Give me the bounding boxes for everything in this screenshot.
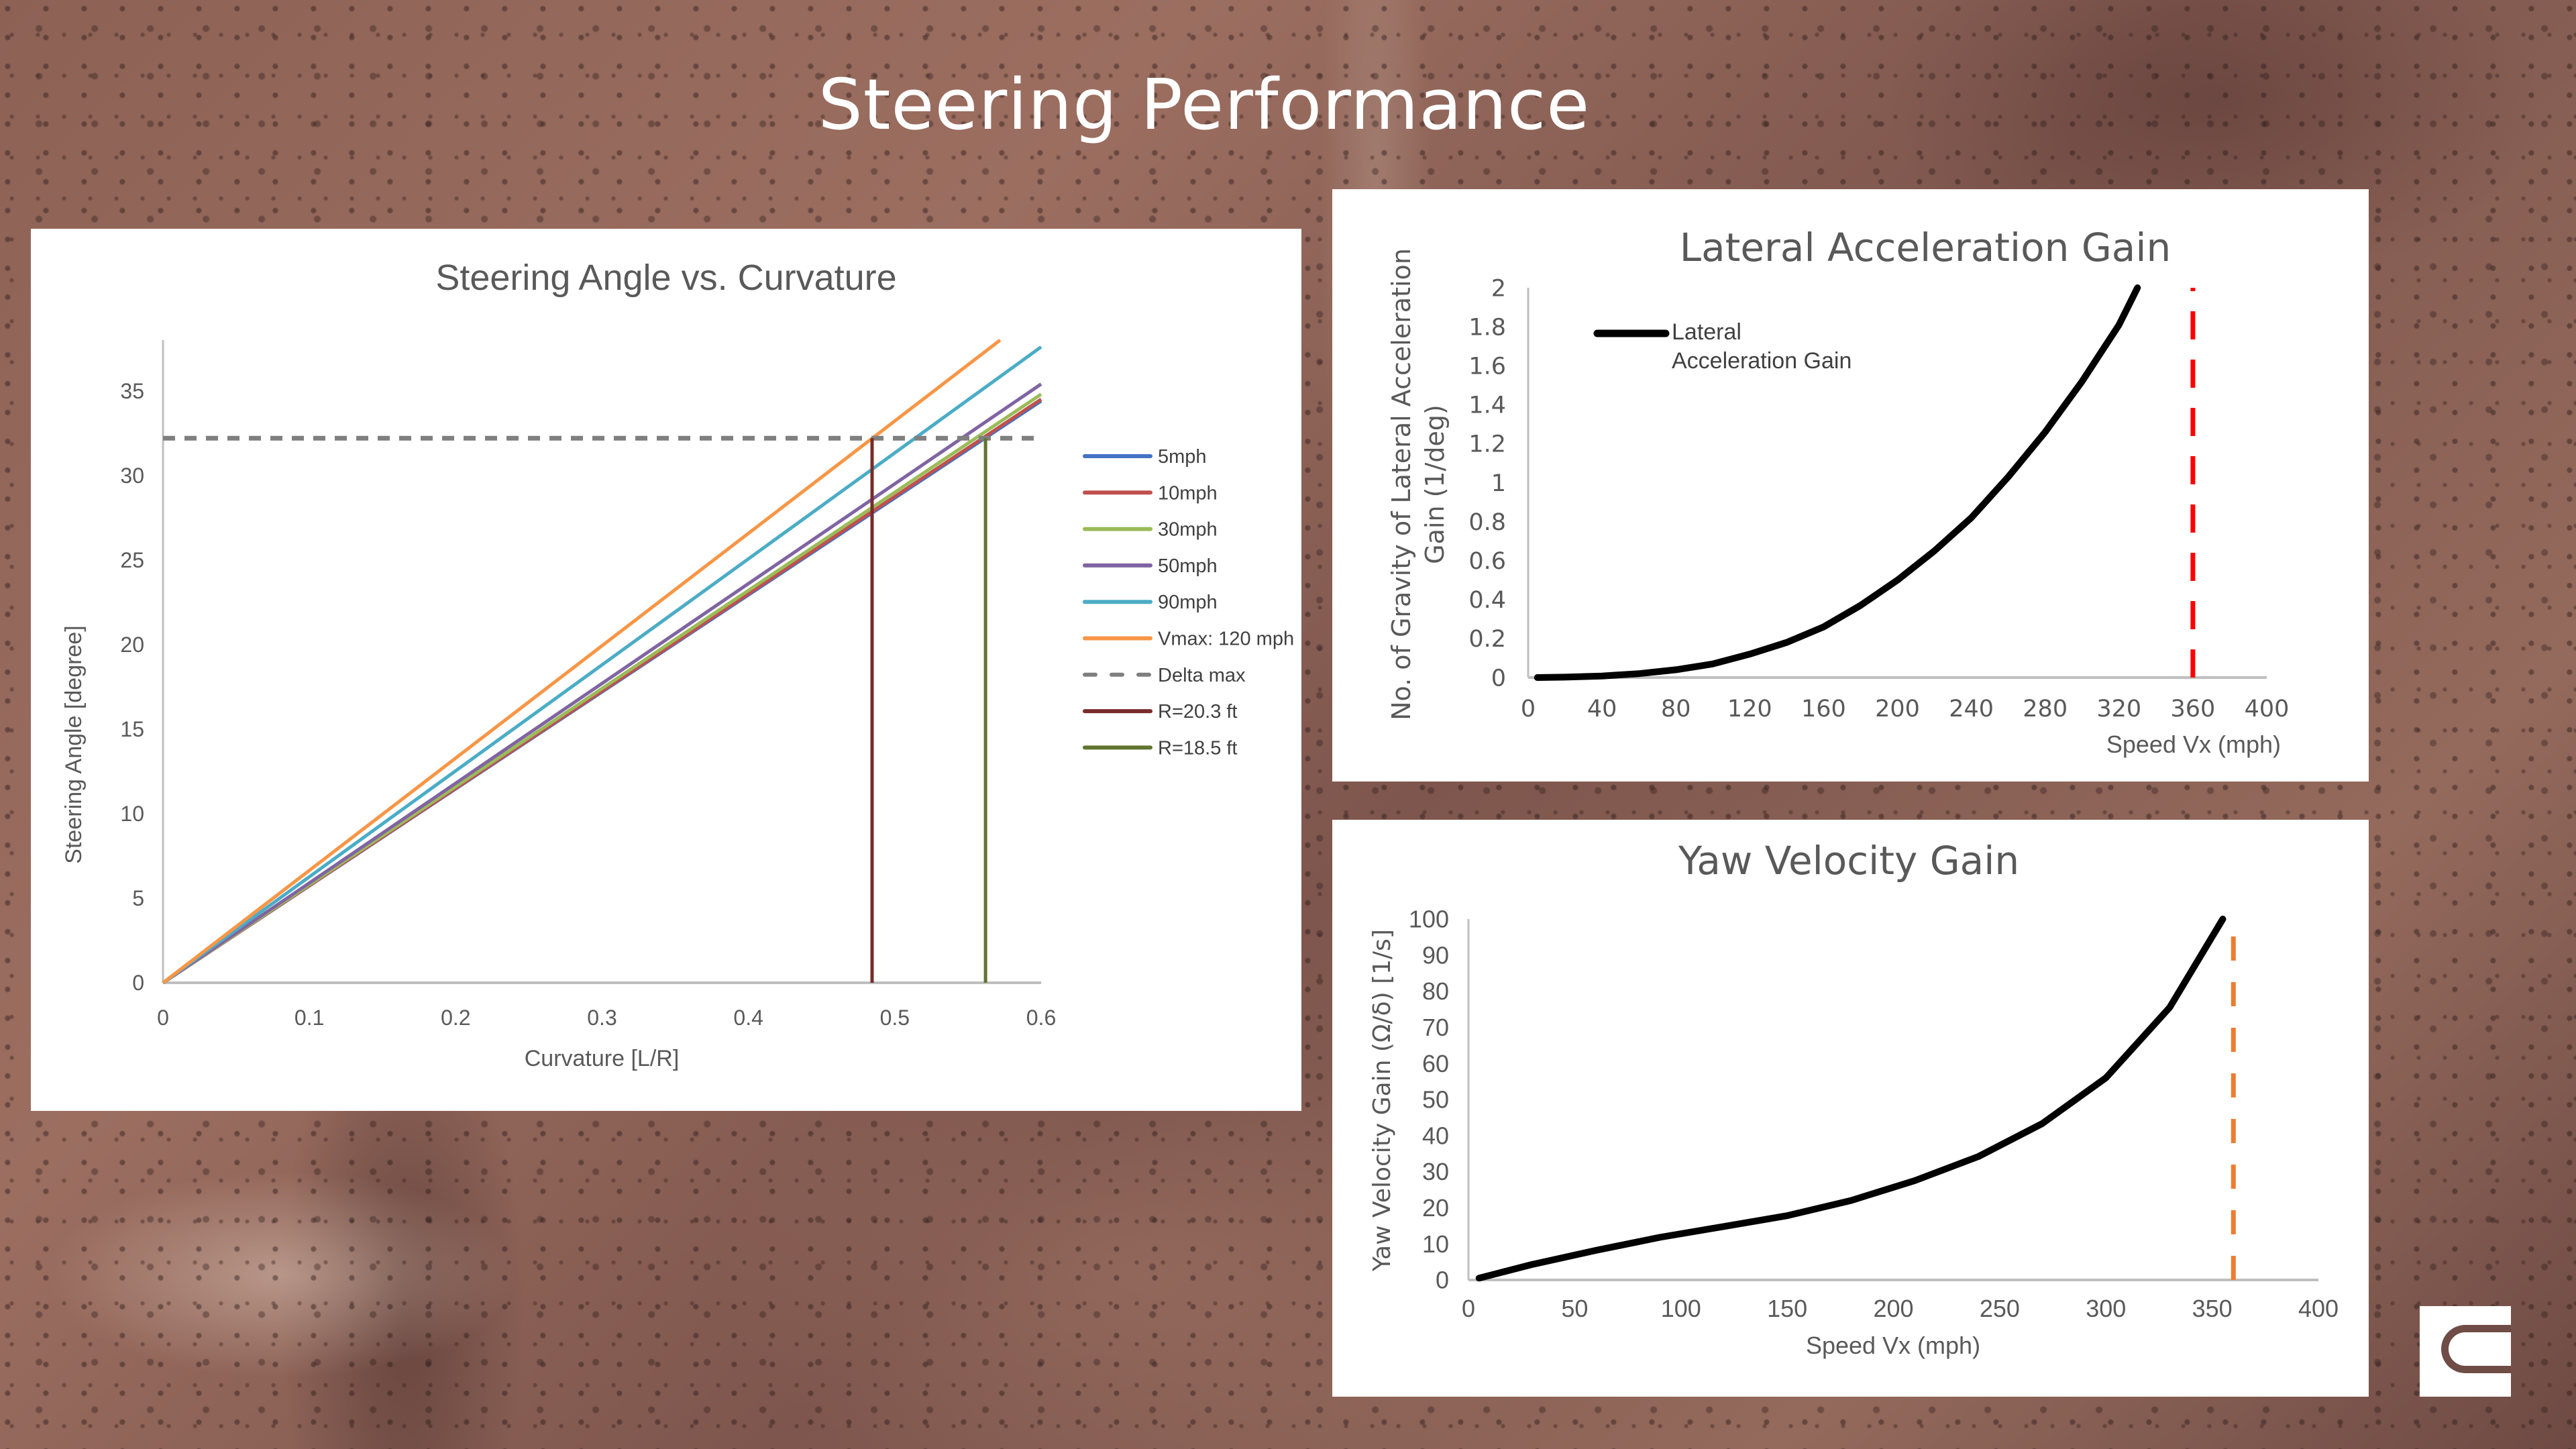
- legend-label-30mph: 30mph: [1158, 519, 1218, 541]
- yaw-velocity-gain-y-tick-label: 60: [1422, 1050, 1449, 1077]
- legend-label-r-20-3-ft: R=20.3 ft: [1158, 701, 1238, 722]
- lateral-acceleration-gain-y-tick-label: 1.8: [1468, 314, 1506, 341]
- steering-angle-y-tick-label: 5: [132, 886, 144, 910]
- c-logo-icon: [2420, 1306, 2511, 1397]
- steering-angle-y-tick-label: 20: [120, 633, 144, 657]
- lateral-acceleration-gain-x-tick-label: 320: [2096, 696, 2141, 722]
- yaw-velocity-gain-y-tick-label: 70: [1422, 1014, 1449, 1041]
- lateral-acceleration-gain-x-tick-label: 360: [2170, 696, 2215, 722]
- legend-label-5mph: 5mph: [1158, 446, 1207, 468]
- steering-angle-x-tick-label: 0.1: [294, 1006, 324, 1030]
- legend-label-10mph: 10mph: [1158, 482, 1218, 504]
- logo-c-glyph: [2441, 1325, 2511, 1373]
- legend-label-90mph: 90mph: [1158, 592, 1218, 613]
- lateral-acceleration-gain-x-tick-label: 240: [1949, 696, 1994, 722]
- lateral-y-axis-title-line1: No. of Gravity of Lateral Acceleration: [1387, 248, 1416, 720]
- yaw-chart-title: Yaw Velocity Gain: [1678, 838, 2019, 883]
- lateral-acceleration-gain-y-tick-label: 0.4: [1468, 587, 1506, 614]
- steering-angle-x-tick-label: 0.6: [1026, 1006, 1056, 1030]
- lateral-legend-label-line2: Acceleration Gain: [1672, 348, 1851, 374]
- lateral-x-axis-title: Speed Vx (mph): [2106, 731, 2281, 758]
- steering-x-axis-title: Curvature [L/R]: [525, 1046, 680, 1071]
- yaw-velocity-gain-y-tick-label: 0: [1436, 1267, 1449, 1294]
- yaw-velocity-gain-y-tick-label: 50: [1422, 1086, 1449, 1114]
- yaw-velocity-gain-x-tick-label: 250: [1980, 1295, 2020, 1322]
- yaw-velocity-gain-y-tick-label: 100: [1409, 906, 1449, 933]
- yaw-velocity-gain-x-tick-label: 150: [1767, 1295, 1807, 1322]
- lateral-chart-title: Lateral Acceleration Gain: [1680, 225, 2171, 270]
- lateral-acceleration-gain-series-lateral-acceleration-gain: [1534, 284, 2141, 681]
- yaw-velocity-gain-x-tick-label: 100: [1661, 1295, 1701, 1322]
- steering-angle-chart-panel: [31, 229, 1301, 1111]
- yaw-velocity-gain-y-tick-label: 80: [1422, 977, 1449, 1005]
- yaw-velocity-gain-x-tick-label: 50: [1561, 1295, 1588, 1322]
- lateral-acceleration-chart-panel: [1332, 189, 2369, 782]
- steering-angle-y-tick-label: 30: [120, 464, 144, 488]
- steering-angle-x-tick-label: 0: [157, 1006, 169, 1030]
- steering-angle-x-tick-label: 0.4: [733, 1006, 763, 1030]
- steering-angle-y-tick-label: 35: [120, 379, 144, 403]
- legend-label-delta-max: Delta max: [1158, 665, 1246, 686]
- yaw-velocity-gain-series-yaw-velocity-gain: [1475, 916, 2226, 1282]
- lateral-acceleration-gain-x-tick-label: 40: [1587, 696, 1617, 722]
- lateral-acceleration-gain-y-tick-label: 1.4: [1468, 392, 1506, 419]
- legend-label-vmax-120-mph: Vmax: 120 mph: [1158, 629, 1294, 650]
- lateral-acceleration-gain-x-tick-label: 280: [2023, 696, 2068, 722]
- lateral-acceleration-gain-y-tick-label: 2: [1491, 275, 1506, 302]
- yaw-velocity-gain-x-tick-label: 300: [2086, 1295, 2126, 1322]
- legend-label-50mph: 50mph: [1158, 555, 1218, 577]
- yaw-y-axis-title: Yaw Velocity Gain (Ω/δ) [1/s]: [1368, 929, 1396, 1272]
- steering-angle-y-tick-label: 0: [132, 971, 144, 995]
- steering-angle-y-tick-label: 25: [120, 548, 144, 572]
- lateral-legend-label-line1: Lateral: [1672, 319, 1741, 345]
- yaw-velocity-gain-y-tick-label: 90: [1422, 941, 1449, 969]
- lateral-acceleration-gain-y-tick-label: 1.6: [1468, 353, 1506, 380]
- steering-angle-x-tick-label: 0.2: [441, 1006, 470, 1030]
- yaw-velocity-chart-panel: [1332, 820, 2369, 1397]
- yaw-velocity-gain-x-tick-label: 400: [2298, 1295, 2339, 1322]
- yaw-velocity-gain-y-tick-label: 20: [1422, 1194, 1449, 1222]
- lateral-acceleration-gain-y-tick-label: 0.6: [1468, 548, 1506, 575]
- slide-title: Steering Performance: [818, 64, 1591, 146]
- lateral-acceleration-gain-y-tick-label: 1.2: [1468, 431, 1506, 458]
- yaw-velocity-gain-x-tick-label: 0: [1462, 1295, 1475, 1322]
- steering-angle-x-tick-label: 0.3: [587, 1006, 616, 1030]
- lateral-acceleration-gain-x-tick-label: 160: [1801, 696, 1846, 722]
- lateral-acceleration-gain-y-tick-label: 0: [1491, 665, 1506, 692]
- lateral-acceleration-gain-x-tick-label: 0: [1521, 696, 1536, 722]
- yaw-velocity-gain-y-tick-label: 40: [1422, 1122, 1449, 1149]
- steering-y-axis-title: Steering Angle [degree]: [61, 625, 87, 863]
- steering-angle-series-90mph: [162, 345, 1042, 985]
- steering-angle-series-50mph: [162, 382, 1042, 985]
- steering-angle-x-tick-label: 0.5: [880, 1006, 910, 1030]
- steering-angle-series-vmax-120-mph: [162, 339, 1002, 984]
- lateral-acceleration-gain-y-tick-label: 1: [1491, 470, 1506, 497]
- steering-angle-y-tick-label: 10: [120, 802, 144, 826]
- steering-chart-title: Steering Angle vs. Curvature: [435, 258, 896, 298]
- lateral-y-axis-title-line2: Gain (1/deg): [1420, 405, 1450, 564]
- lateral-acceleration-gain-x-tick-label: 120: [1727, 696, 1772, 722]
- steering-angle-y-tick-label: 15: [120, 717, 144, 741]
- lateral-acceleration-gain-x-tick-label: 200: [1875, 696, 1920, 722]
- lateral-acceleration-gain-x-tick-label: 400: [2245, 696, 2290, 722]
- yaw-velocity-gain-x-tick-label: 200: [1873, 1295, 1913, 1322]
- yaw-x-axis-title: Speed Vx (mph): [1806, 1332, 1980, 1359]
- lateral-acceleration-gain-y-tick-label: 0.8: [1468, 509, 1506, 536]
- yaw-velocity-gain-y-tick-label: 30: [1422, 1158, 1449, 1185]
- legend-label-r-18-5-ft: R=18.5 ft: [1158, 737, 1238, 759]
- yaw-velocity-gain-y-tick-label: 10: [1422, 1230, 1449, 1258]
- lateral-acceleration-gain-y-tick-label: 0.2: [1468, 626, 1506, 653]
- yaw-velocity-gain-x-tick-label: 350: [2192, 1295, 2233, 1322]
- lateral-acceleration-gain-x-tick-label: 80: [1661, 696, 1691, 722]
